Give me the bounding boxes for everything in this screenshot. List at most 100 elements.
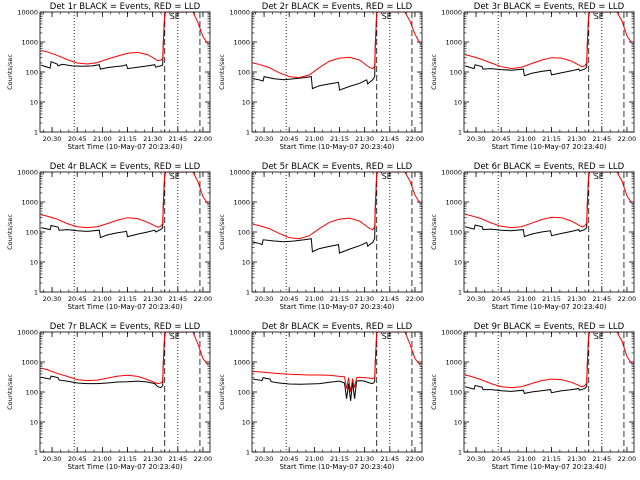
- y-tick-label: 10000: [17, 169, 38, 177]
- y-axis-label: Counts/sec: [6, 54, 14, 90]
- series-events-line: [252, 12, 379, 91]
- x-tick-label: 20:30: [255, 135, 274, 143]
- y-tick-label: 10: [30, 259, 38, 267]
- panel-frame: [463, 11, 635, 133]
- y-axis-label: Counts/sec: [430, 374, 438, 410]
- panel-title: Det 8r BLACK = Events, RED = LLD: [262, 322, 413, 332]
- y-tick-label: 1000: [21, 199, 38, 207]
- panel-3: Det 3r BLACK = Events, RED = LLD 1 10 100 10…: [430, 2, 636, 151]
- y-axis-label: Counts/sec: [6, 374, 14, 410]
- y-tick-label: 10000: [441, 329, 462, 337]
- x-tick-label: 20:30: [43, 135, 62, 143]
- series-lld-line: [464, 332, 633, 389]
- x-axis-label: Start Time (10-May-07 20:23:40): [67, 303, 182, 311]
- x-tick-label: 20:30: [467, 455, 486, 463]
- series-events-line: [464, 172, 591, 238]
- y-tick-label: 100: [238, 389, 250, 397]
- y-tick-label: 100: [26, 229, 38, 237]
- x-tick-label: 21:30: [567, 135, 586, 143]
- series-lld-line: [252, 172, 421, 240]
- y-tick-label: 1: [458, 449, 462, 457]
- se-annotation: SE: [382, 12, 392, 21]
- x-tick-label: 21:45: [592, 135, 611, 143]
- y-tick-label: 1000: [445, 199, 462, 207]
- x-tick-label: 21:15: [118, 455, 137, 463]
- x-tick-label: 20:30: [467, 295, 486, 303]
- y-tick-label: 100: [450, 389, 462, 397]
- y-tick-label: 1: [458, 129, 462, 137]
- x-tick-label: 21:30: [143, 135, 162, 143]
- x-tick-label: 21:00: [93, 455, 112, 463]
- y-axis-label: Counts/sec: [6, 214, 14, 250]
- panel-frame: [251, 11, 423, 133]
- x-axis-label: Start Time (10-May-07 20:23:40): [279, 303, 394, 311]
- x-tick-label: 21:30: [567, 295, 586, 303]
- series-events-line: [40, 172, 167, 239]
- x-tick-label: 21:15: [118, 295, 137, 303]
- y-tick-label: 1: [246, 289, 250, 297]
- x-tick-label: 21:45: [592, 295, 611, 303]
- y-axis-label: Counts/sec: [218, 54, 226, 90]
- y-axis-label: Counts/sec: [430, 54, 438, 90]
- y-tick-label: 1: [458, 289, 462, 297]
- y-tick-label: 10: [454, 259, 462, 267]
- y-tick-label: 10: [242, 259, 250, 267]
- panel-frame: [463, 331, 635, 453]
- series-lld-line: [252, 12, 421, 79]
- panel-1: Det 1r BLACK = Events, RED = LLD 1 10 100 10…: [6, 2, 212, 151]
- panel-9: Det 9r BLACK = Events, RED = LLD 1 10 100 10…: [430, 322, 636, 471]
- y-tick-label: 1: [34, 129, 38, 137]
- x-tick-label: 20:45: [492, 295, 511, 303]
- y-tick-label: 1000: [445, 39, 462, 47]
- se-annotation: SE: [594, 332, 604, 341]
- x-tick-label: 21:00: [517, 135, 536, 143]
- y-tick-label: 1: [34, 289, 38, 297]
- y-tick-label: 1000: [445, 359, 462, 367]
- x-tick-label: 22:00: [194, 295, 213, 303]
- y-tick-label: 1000: [21, 359, 38, 367]
- x-tick-label: 21:00: [305, 135, 324, 143]
- x-axis-label: Start Time (10-May-07 20:23:40): [67, 143, 182, 151]
- x-tick-label: 20:45: [280, 295, 299, 303]
- series-events-line: [464, 332, 591, 394]
- series-events-line: [40, 12, 167, 70]
- y-tick-label: 10: [242, 419, 250, 427]
- series-lld-line: [40, 12, 209, 65]
- panel-title: Det 2r BLACK = Events, RED = LLD: [262, 2, 413, 12]
- x-tick-label: 21:15: [330, 135, 349, 143]
- y-tick-label: 10: [242, 99, 250, 107]
- x-tick-label: 22:00: [406, 135, 425, 143]
- y-tick-label: 10: [454, 419, 462, 427]
- se-annotation: SE: [382, 332, 392, 341]
- panel-title: Det 7r BLACK = Events, RED = LLD: [50, 322, 201, 332]
- x-tick-label: 21:00: [517, 295, 536, 303]
- x-tick-label: 21:15: [330, 295, 349, 303]
- panel-5: Det 5r BLACK = Events, RED = LLD 1 10 100 10…: [218, 162, 424, 311]
- x-tick-label: 21:30: [355, 455, 374, 463]
- y-tick-label: 10000: [229, 329, 250, 337]
- x-tick-label: 21:15: [118, 135, 137, 143]
- y-tick-label: 10: [454, 99, 462, 107]
- series-lld-line: [252, 332, 421, 393]
- panel-title: Det 3r BLACK = Events, RED = LLD: [474, 2, 625, 12]
- y-tick-label: 1000: [233, 199, 250, 207]
- x-tick-label: 21:00: [517, 455, 536, 463]
- y-tick-label: 10000: [441, 169, 462, 177]
- y-tick-label: 100: [450, 229, 462, 237]
- x-tick-label: 21:30: [355, 295, 374, 303]
- y-tick-label: 10: [30, 419, 38, 427]
- panel-title: Det 4r BLACK = Events, RED = LLD: [50, 162, 201, 172]
- series-events-line: [464, 12, 591, 77]
- y-tick-label: 1000: [233, 359, 250, 367]
- se-annotation: SE: [594, 12, 604, 21]
- panel-7: Det 7r BLACK = Events, RED = LLD 1 10 100 10…: [6, 322, 212, 471]
- y-axis-label: Counts/sec: [430, 214, 438, 250]
- x-tick-label: 22:00: [618, 295, 637, 303]
- panel-title: Det 5r BLACK = Events, RED = LLD: [262, 162, 413, 172]
- x-tick-label: 22:00: [194, 135, 213, 143]
- x-tick-label: 21:00: [93, 295, 112, 303]
- y-tick-label: 10000: [17, 329, 38, 337]
- y-tick-label: 1: [34, 449, 38, 457]
- se-annotation: SE: [170, 332, 180, 341]
